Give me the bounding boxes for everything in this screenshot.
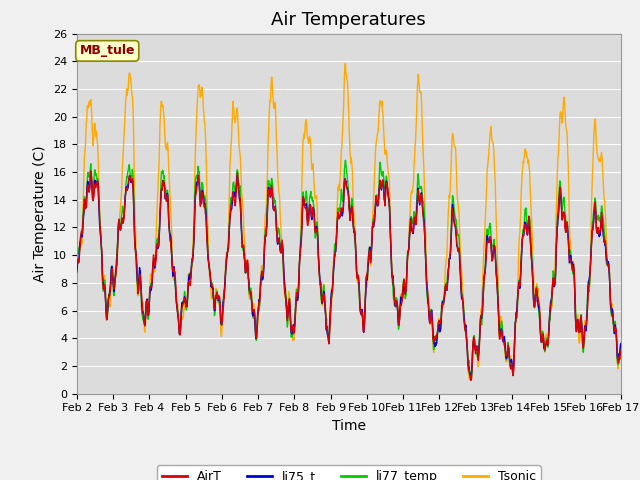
X-axis label: Time: Time — [332, 419, 366, 433]
Text: MB_tule: MB_tule — [79, 44, 135, 58]
Y-axis label: Air Temperature (C): Air Temperature (C) — [33, 145, 47, 282]
Legend: AirT, li75_t, li77_temp, Tsonic: AirT, li75_t, li77_temp, Tsonic — [157, 465, 541, 480]
Title: Air Temperatures: Air Temperatures — [271, 11, 426, 29]
